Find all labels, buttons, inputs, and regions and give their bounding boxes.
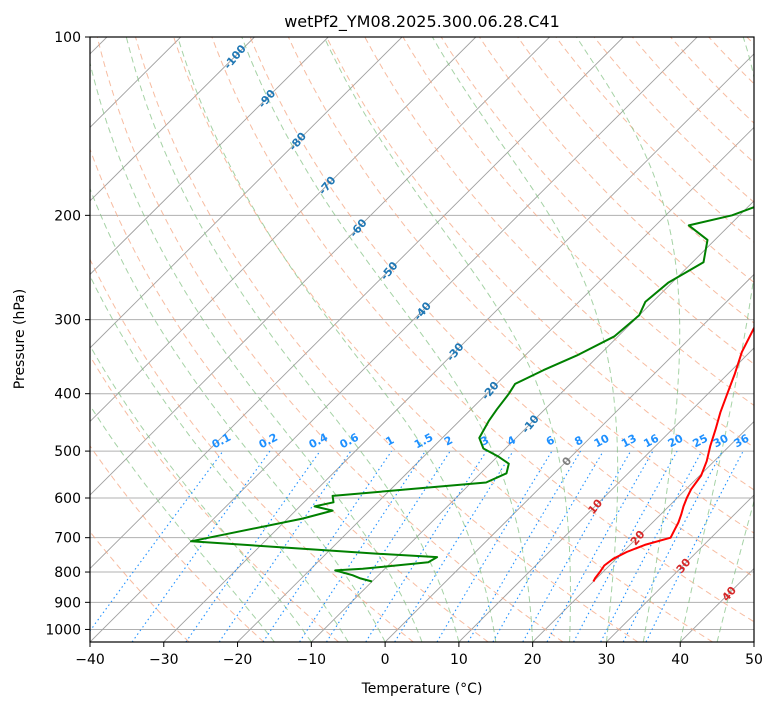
isotherm-line [606,494,754,642]
dry-adiabat-line [478,37,754,324]
isotherm-line [90,37,477,423]
y-tick-label: 600 [54,491,81,507]
mixing-ratio-line [185,450,321,642]
moist-adiabat-line [90,61,423,642]
mixing-ratio-line [600,450,703,642]
isotherm-line [90,37,255,202]
dry-adiabat-line [173,37,713,642]
dry-adiabat-line [517,37,754,284]
moist-adiabat-line [177,37,497,642]
dry-adiabat-line [326,37,754,491]
y-tick-label: 800 [54,565,81,581]
mixing-ratio-label: 16 [641,432,661,451]
isotherm-line [458,347,754,642]
pressure-gridlines [90,37,754,630]
x-tick-label: 50 [745,652,763,668]
isotherm-line [90,37,550,496]
x-tick-label: 0 [381,652,390,668]
sounding-series [190,206,754,583]
temperature-profile-line [592,326,754,582]
y-tick-label: 200 [54,208,81,224]
moist-adiabat-line [716,499,754,642]
moist-adiabat-line [125,37,460,642]
chart-title: wetPf2_YM08.2025.300.06.28.C41 [284,12,560,32]
moist-adiabat-line [323,37,571,642]
mixing-ratio-line [467,450,582,642]
moist-adiabat-line [90,344,312,642]
y-axis-title: Pressure (hPa) [12,289,28,389]
mixing-ratio-line [218,450,352,642]
mixing-ratio-line [436,450,553,642]
y-tick-label: 300 [54,313,81,329]
y-tick-label: 1000 [45,622,81,638]
moist-adiabat-line [431,37,619,642]
mixing-ratio-label: 25 [690,432,710,451]
isotherm-line [532,420,754,642]
mixing-ratio-label: 10 [592,432,612,451]
isotherm-line [163,53,754,642]
isotherm-line [90,37,403,349]
mixing-ratio-line [365,450,487,642]
x-tick-label: 30 [598,652,616,668]
mixing-ratio-label: 36 [732,432,752,451]
x-tick-label: −20 [223,652,253,668]
mixing-ratio-line [262,450,393,642]
x-tick-label: −40 [75,652,105,668]
dry-adiabat-line [211,37,754,623]
dry-adiabat-line [249,37,754,578]
y-tick-label: 500 [54,444,81,460]
mixing-ratio-label: 30 [711,432,731,451]
plot-area [90,37,754,642]
isotherm-line [237,126,754,642]
moist-adiabat-line [90,274,349,642]
moist-adiabat-line [241,37,534,642]
moist-adiabat-line [90,404,275,642]
dry-adiabat-line [287,37,754,534]
isotherm-line [90,37,624,570]
dry-adiabat-line [96,37,564,642]
dry-adiabat-line [90,445,265,642]
mixing-ratio-line [299,450,426,642]
mixing-ratio-label: 13 [619,432,639,451]
plot-frame [89,36,755,643]
mixing-ratio-line [325,450,451,642]
y-tick-label: 900 [54,595,81,611]
x-tick-label: 20 [524,652,542,668]
y-tick-label: 700 [54,531,81,547]
y-axis-ticks: 100 200 300 400 500 600 700 800 900 1000 [45,30,90,638]
moist-adiabat-line [679,37,754,642]
mixing-ratio-lines [90,450,744,642]
mixing-ratio-label: 20 [666,432,686,451]
x-axis-title: Temperature (°C) [361,681,483,697]
x-axis-ticks: −40 −30 −20 −10 0 10 20 30 40 50 [75,642,763,668]
x-tick-label: −10 [297,652,327,668]
x-tick-label: −30 [149,652,179,668]
moist-adiabat-line [576,37,681,642]
moist-adiabat-line [90,187,386,642]
x-tick-label: 40 [671,652,689,668]
mixing-ratio-line [394,450,514,642]
dewpoint-profile-line [190,206,754,583]
isotherm-line [90,37,329,276]
dry-adiabat-line [90,258,414,642]
isotherm-line [384,273,754,642]
mixing-ratio-line [573,450,678,642]
y-tick-label: 100 [54,30,81,46]
x-tick-label: 10 [450,652,468,668]
moist-adiabats [90,37,754,642]
y-tick-label: 400 [54,387,81,403]
